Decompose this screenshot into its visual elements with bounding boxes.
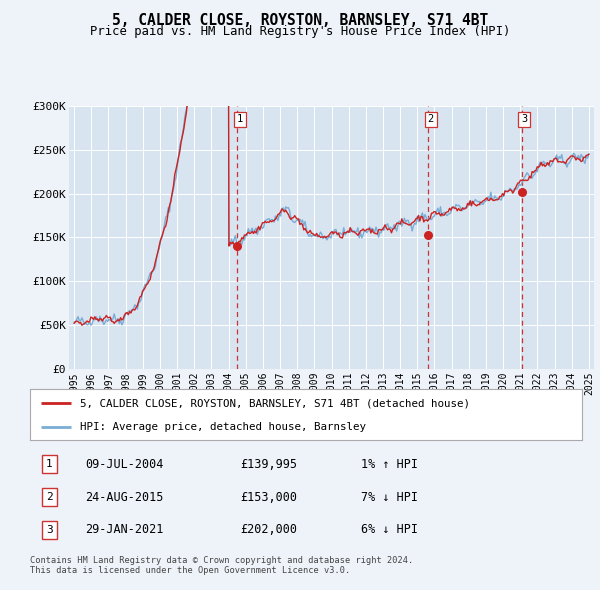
Text: 5, CALDER CLOSE, ROYSTON, BARNSLEY, S71 4BT: 5, CALDER CLOSE, ROYSTON, BARNSLEY, S71 …: [112, 13, 488, 28]
Text: £139,995: £139,995: [240, 458, 297, 471]
Text: Price paid vs. HM Land Registry's House Price Index (HPI): Price paid vs. HM Land Registry's House …: [90, 25, 510, 38]
Text: £153,000: £153,000: [240, 490, 297, 504]
Text: 2: 2: [428, 114, 434, 124]
Text: 09-JUL-2004: 09-JUL-2004: [85, 458, 164, 471]
Text: 24-AUG-2015: 24-AUG-2015: [85, 490, 164, 504]
Text: 5, CALDER CLOSE, ROYSTON, BARNSLEY, S71 4BT (detached house): 5, CALDER CLOSE, ROYSTON, BARNSLEY, S71 …: [80, 398, 470, 408]
Text: 2: 2: [46, 492, 53, 502]
Text: £202,000: £202,000: [240, 523, 297, 536]
Text: Contains HM Land Registry data © Crown copyright and database right 2024.
This d: Contains HM Land Registry data © Crown c…: [30, 556, 413, 575]
Text: 6% ↓ HPI: 6% ↓ HPI: [361, 523, 418, 536]
Text: 29-JAN-2021: 29-JAN-2021: [85, 523, 164, 536]
Text: 1: 1: [46, 460, 53, 469]
Text: 3: 3: [46, 525, 53, 535]
Text: 3: 3: [521, 114, 527, 124]
Text: 7% ↓ HPI: 7% ↓ HPI: [361, 490, 418, 504]
Text: 1: 1: [237, 114, 243, 124]
Text: HPI: Average price, detached house, Barnsley: HPI: Average price, detached house, Barn…: [80, 422, 365, 432]
Text: 1% ↑ HPI: 1% ↑ HPI: [361, 458, 418, 471]
